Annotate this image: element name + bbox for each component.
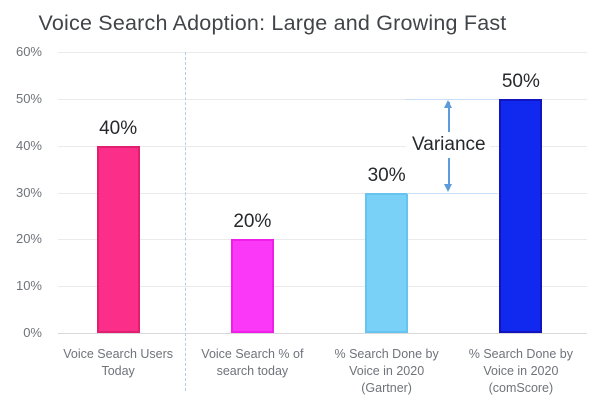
gridline	[58, 192, 587, 194]
gridline	[58, 145, 587, 147]
x-axis-label-line: (comScore)	[488, 381, 554, 395]
x-axis-category-label: Voice Search % of search today	[182, 346, 322, 380]
annotation-reference-line-top	[405, 98, 498, 100]
y-axis-tick-label: 20%	[15, 231, 42, 247]
gridline	[58, 52, 587, 53]
arrow-up-icon	[444, 99, 453, 108]
bar-3	[365, 192, 409, 333]
x-axis-label-line: Today	[101, 364, 135, 378]
x-axis-label-line: Voice Search % of	[201, 347, 304, 361]
x-axis-label-line: Voice Search Users	[63, 347, 174, 361]
x-axis-label-line: search today	[216, 364, 289, 378]
y-axis-tick-label: 0%	[23, 325, 42, 340]
bar-1	[96, 145, 140, 333]
arrow-down-icon	[444, 183, 453, 192]
bar-value-label: 50%	[501, 70, 540, 92]
x-axis-label-line: (Gartner)	[361, 381, 412, 395]
y-axis-tick-label: 40%	[15, 137, 42, 153]
category-divider-dashed-line	[185, 52, 187, 391]
x-axis-line	[58, 333, 587, 334]
y-axis-tick-label: 30%	[15, 184, 42, 200]
y-axis-tick-label: 60%	[15, 44, 42, 59]
bar-value-label: 40%	[99, 117, 138, 139]
gridline	[58, 286, 587, 288]
x-axis-category-label: % Search Done by Voice in 2020 (Gartner)	[317, 346, 457, 397]
y-axis-tick-label: 50%	[15, 90, 42, 106]
bar-4	[499, 98, 543, 333]
bar-value-label: 20%	[233, 211, 272, 233]
x-axis-label-line: Voice in 2020	[483, 364, 559, 378]
chart-title: Voice Search Adoption: Large and Growing…	[38, 11, 507, 35]
y-axis-tick-label: 10%	[15, 278, 42, 294]
gridline	[58, 239, 587, 241]
x-axis-label-line: % Search Done by	[334, 347, 439, 361]
annotation-reference-line-bottom	[407, 192, 497, 194]
x-axis-category-label: Voice Search Users Today	[48, 346, 188, 380]
x-axis-label-line: Voice in 2020	[349, 364, 425, 378]
x-axis-category-label: % Search Done by Voice in 2020 (comScore)	[451, 346, 591, 397]
variance-label: Variance	[406, 131, 490, 158]
bar-value-label: 30%	[367, 164, 406, 186]
bar-2	[230, 239, 274, 333]
gridline	[58, 98, 587, 100]
x-axis-label-line: % Search Done by	[468, 347, 573, 361]
